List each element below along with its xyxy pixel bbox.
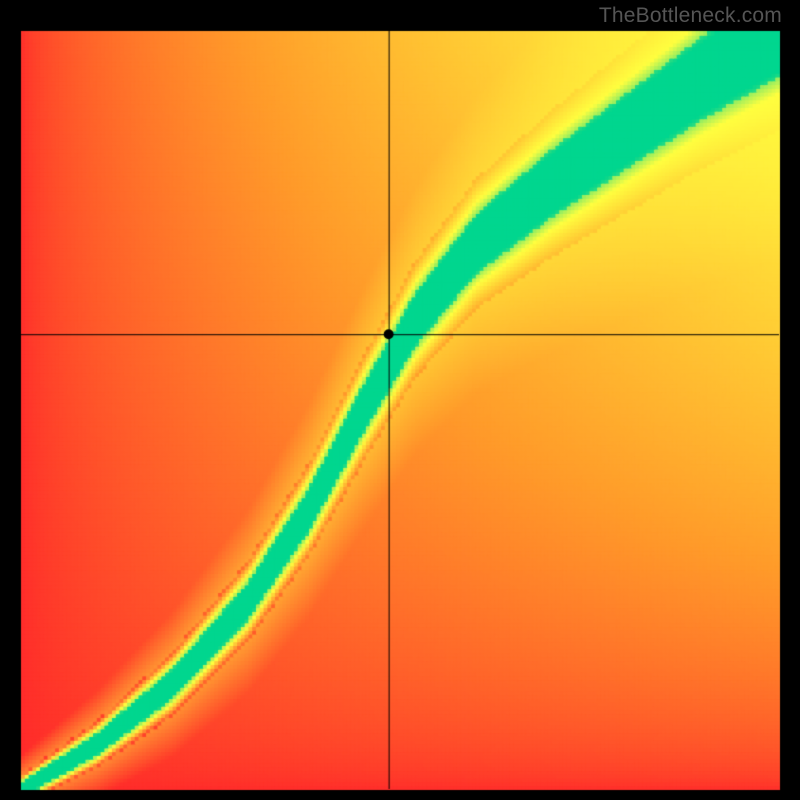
- chart-container: TheBottleneck.com: [0, 0, 800, 800]
- heatmap-canvas: [0, 0, 800, 800]
- watermark-text: TheBottleneck.com: [599, 4, 782, 28]
